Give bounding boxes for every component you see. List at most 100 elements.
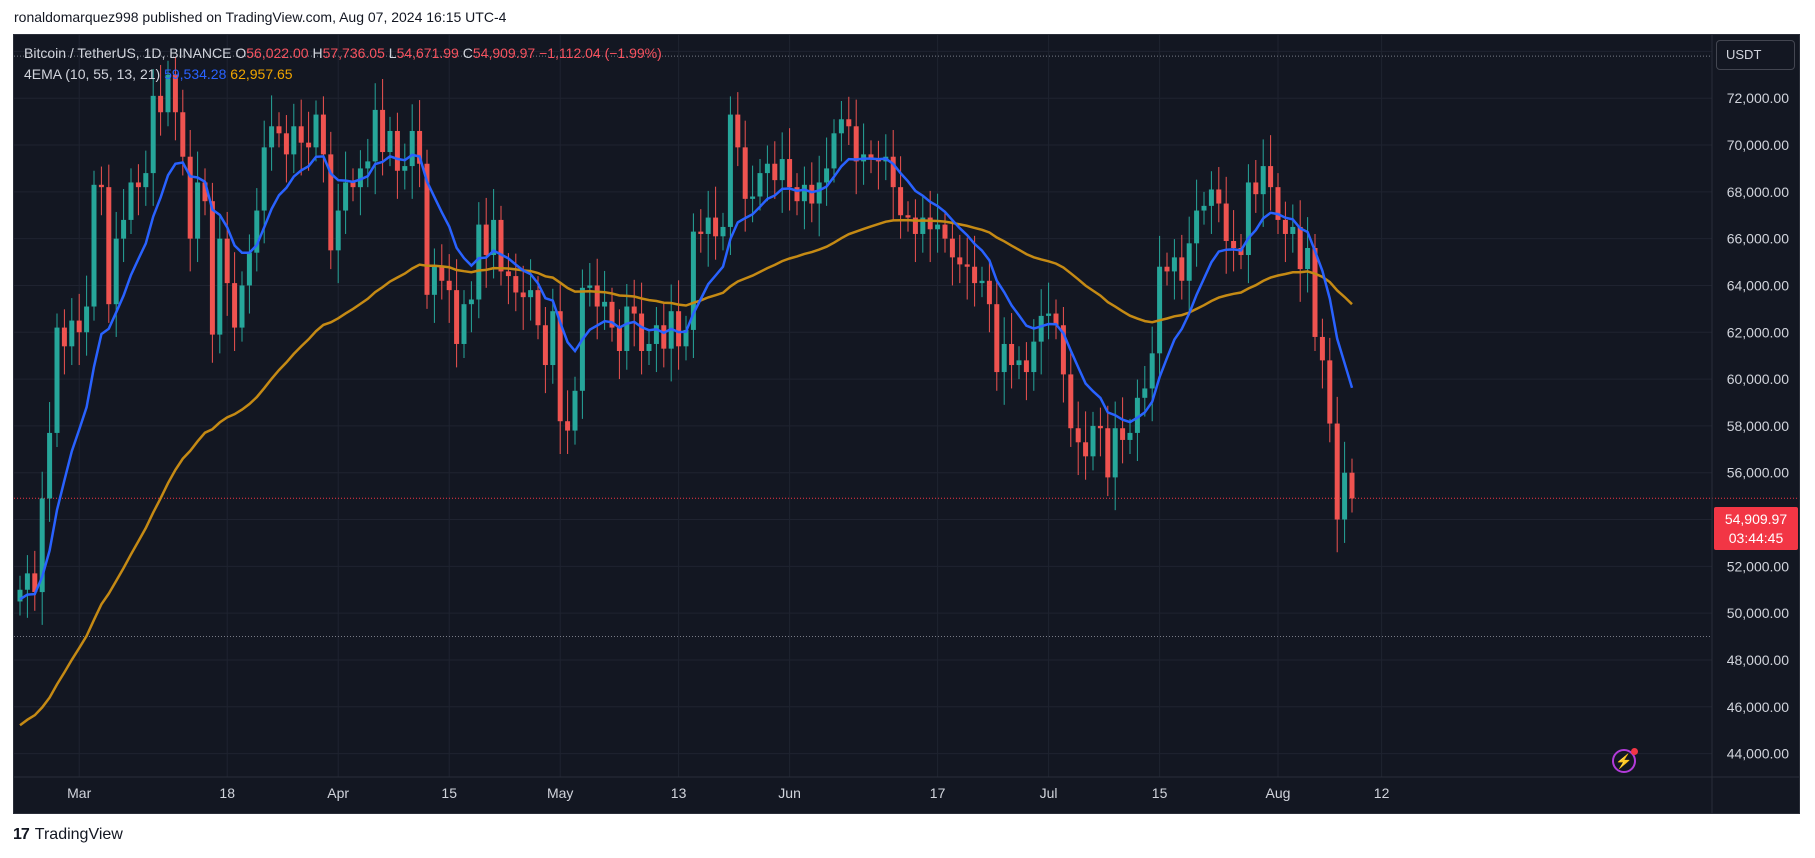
x-tick-label: 17 <box>930 785 946 801</box>
candle-body <box>683 329 689 347</box>
candle-body <box>801 184 807 202</box>
candle-body <box>957 257 963 265</box>
candle-body <box>91 184 97 307</box>
x-tick-label: Mar <box>67 785 91 801</box>
y-tick-label: 50,000.00 <box>1727 605 1789 621</box>
ema-slow-line <box>19 218 1353 727</box>
candle-body <box>557 311 563 422</box>
candle-body <box>269 126 275 148</box>
candle-body <box>1001 343 1007 373</box>
candle-body <box>639 313 645 351</box>
candle-body <box>1327 360 1333 424</box>
grid <box>14 35 1712 777</box>
tradingview-logo[interactable]: 17 TradingView <box>13 826 123 844</box>
candle-body <box>1112 428 1118 478</box>
candle-body <box>972 266 978 284</box>
low-label: L <box>388 45 397 61</box>
symbol-label[interactable]: Bitcoin / TetherUS, 1D, BINANCE <box>24 45 232 61</box>
candle-body <box>949 238 955 258</box>
candle-body <box>528 290 534 298</box>
candle-body <box>1171 257 1177 272</box>
candle-body <box>387 130 393 153</box>
high-label: H <box>312 45 323 61</box>
candle-body <box>1060 325 1066 375</box>
candle-body <box>602 301 608 307</box>
candle-body <box>705 217 711 234</box>
axes: 74,000.0072,000.0070,000.0068,000.0066,0… <box>14 35 1799 813</box>
candle-body <box>1031 341 1037 373</box>
candle-body <box>794 187 800 202</box>
open-value: 56,022.00 <box>246 45 309 61</box>
alert-bolt-icon[interactable]: ⚡ <box>1612 748 1638 773</box>
chart-canvas[interactable]: 74,000.0072,000.0070,000.0068,000.0066,0… <box>14 35 1800 814</box>
candle-body <box>1023 360 1029 373</box>
candle-body <box>698 231 704 234</box>
candle-body <box>350 182 356 188</box>
x-tick-label: Jun <box>778 785 801 801</box>
indicator-name[interactable]: 4EMA (10, 55, 13, 21) <box>24 66 161 82</box>
candle-body <box>291 126 297 155</box>
candle-body <box>735 114 741 148</box>
y-tick-label: 60,000.00 <box>1727 371 1789 387</box>
candle-body <box>764 163 770 174</box>
candle-body <box>357 168 363 188</box>
x-tick-label: 15 <box>441 785 457 801</box>
y-tick-label: 62,000.00 <box>1727 324 1789 340</box>
candle-body <box>150 95 156 174</box>
candle-body <box>986 280 992 305</box>
candle-body <box>1046 313 1052 316</box>
ema-fast-value: 59,534.28 <box>164 66 227 82</box>
tradingview-mark-icon: 17 <box>13 826 30 843</box>
y-tick-label: 58,000.00 <box>1727 418 1789 434</box>
candle-body <box>298 126 304 143</box>
candle-body <box>1068 374 1074 429</box>
x-tick-label: 13 <box>671 785 687 801</box>
candle-body <box>439 266 445 281</box>
candle-body <box>335 210 341 251</box>
candle-body <box>128 182 134 220</box>
candle-body <box>476 224 482 300</box>
y-tick-label: 44,000.00 <box>1727 746 1789 762</box>
candle-body <box>653 325 659 344</box>
candle-body <box>394 130 400 171</box>
candle-body <box>846 119 852 127</box>
candle-body <box>809 184 815 204</box>
chart-panel[interactable]: 74,000.0072,000.0070,000.0068,000.0066,0… <box>13 34 1800 814</box>
x-tick-label: May <box>547 785 573 801</box>
candle-body <box>1149 353 1155 389</box>
candle-body <box>320 114 326 155</box>
candle-body <box>890 156 896 188</box>
candle-body <box>69 320 75 347</box>
candle-body <box>283 133 289 155</box>
ema-lines <box>19 153 1354 727</box>
currency-selector[interactable]: USDT <box>1716 40 1795 70</box>
candle-body <box>1305 248 1311 270</box>
candle-body <box>172 74 178 113</box>
open-label: O <box>235 45 247 61</box>
candle-body <box>1245 182 1251 256</box>
candle-body <box>624 306 630 351</box>
candle-body <box>609 301 615 328</box>
candle-body <box>868 154 874 160</box>
candle-body <box>1223 203 1229 241</box>
candle-body <box>180 112 186 157</box>
candle-body <box>1009 343 1015 366</box>
candle-body <box>195 182 201 239</box>
candle-body <box>380 109 386 153</box>
candle-body <box>720 226 726 237</box>
x-tick-label: Jul <box>1040 785 1058 801</box>
candle-body <box>1253 182 1259 195</box>
candle-body <box>1105 428 1111 478</box>
candle-body <box>1127 432 1133 440</box>
candle-body <box>254 210 260 253</box>
candle-body <box>979 280 985 284</box>
candle-body <box>742 147 748 199</box>
candle-body <box>313 114 319 148</box>
low-value: 54,671.99 <box>396 45 459 61</box>
candle-body <box>39 498 45 593</box>
candle-body <box>727 114 733 227</box>
candle-body <box>513 276 519 293</box>
ohlc-legend: Bitcoin / TetherUS, 1D, BINANCE O56,022.… <box>24 45 662 61</box>
candle-body <box>365 161 371 169</box>
candle-body <box>446 280 452 291</box>
